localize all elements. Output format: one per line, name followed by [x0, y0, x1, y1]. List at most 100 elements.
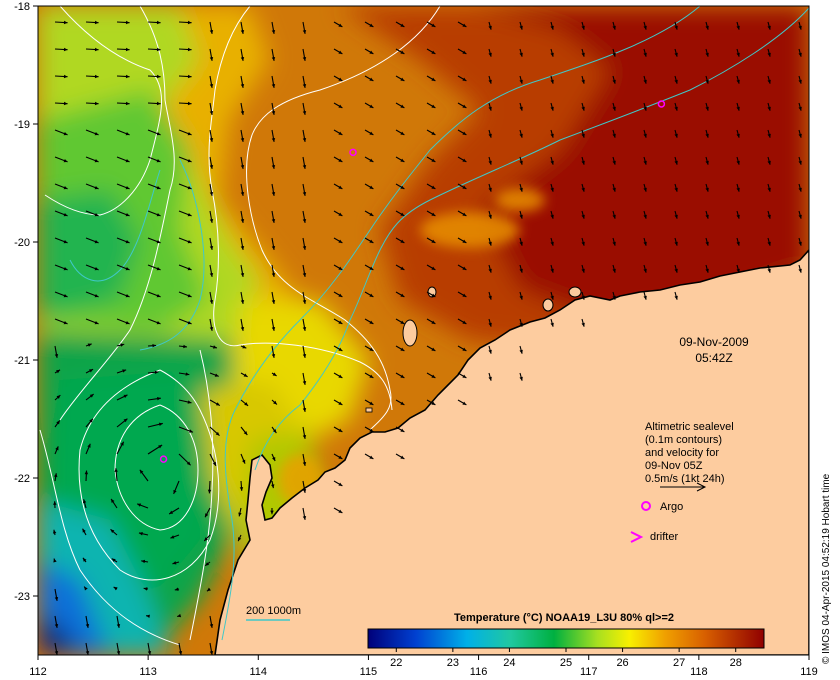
colorbar-tick-label: 27: [673, 657, 685, 669]
velocity-arrowhead: [674, 133, 678, 138]
velocity-arrowhead: [612, 268, 616, 273]
argo-legend-marker: [641, 501, 651, 511]
velocity-arrowhead: [158, 444, 163, 449]
velocity-arrowhead: [187, 266, 192, 271]
velocity-arrowhead: [89, 369, 94, 373]
velocity-arrowhead: [736, 25, 740, 30]
velocity-arrowhead: [369, 104, 374, 108]
velocity-arrowhead: [338, 347, 343, 351]
velocity-arrowhead: [63, 101, 68, 106]
colorbar-tick-label: 22: [390, 657, 402, 669]
velocity-arrowhead: [94, 131, 99, 136]
velocity-arrowhead: [550, 187, 554, 192]
velocity-arrowhead: [240, 327, 245, 331]
velocity-arrowhead: [156, 74, 161, 79]
velocity-arrowhead: [242, 345, 247, 349]
velocity-arrowhead: [643, 25, 647, 30]
velocity-arrowhead: [488, 133, 492, 138]
velocity-arrowhead: [270, 484, 275, 489]
velocity-arrowhead: [63, 293, 68, 298]
velocity-arrowhead: [462, 401, 467, 405]
velocity-arrowhead: [519, 133, 523, 138]
velocity-arrowhead: [94, 47, 99, 52]
velocity-arrowhead: [125, 212, 130, 217]
velocity-arrowhead: [137, 503, 142, 507]
colorbar-tick-label: 26: [616, 657, 628, 669]
velocity-arrowhead: [209, 165, 214, 169]
velocity-arrowhead: [302, 165, 307, 169]
velocity-arrowhead: [581, 241, 585, 246]
velocity-arrowhead: [767, 106, 771, 111]
velocity-arrowhead: [550, 160, 554, 165]
velocity-arrowhead: [550, 106, 554, 111]
velocity-arrowhead: [215, 402, 220, 406]
velocity-arrowhead: [338, 185, 343, 189]
velocity-arrowhead: [705, 241, 709, 246]
velocity-arrowhead: [63, 131, 68, 136]
velocity-arrowhead: [705, 160, 709, 165]
argo-marker: [159, 455, 168, 463]
velocity-arrowhead: [271, 354, 276, 358]
velocity-arrowhead: [705, 214, 709, 219]
y-tick-label: -19: [14, 119, 30, 131]
velocity-arrowhead: [767, 133, 771, 138]
velocity-arrowhead: [431, 77, 436, 81]
velocity-arrowhead: [736, 52, 740, 57]
velocity-arrowhead: [519, 52, 523, 57]
velocity-arrowhead: [369, 266, 374, 270]
velocity-arrowhead: [207, 489, 212, 494]
velocity-arrowhead: [674, 187, 678, 192]
velocity-arrowhead: [462, 77, 467, 81]
velocity-arrowhead: [369, 320, 374, 324]
velocity-arrowhead: [798, 241, 802, 246]
velocity-arrowhead: [240, 300, 245, 304]
velocity-arrowhead: [111, 558, 116, 562]
velocity-arrowhead: [488, 214, 492, 219]
velocity-arrowhead: [462, 266, 467, 270]
velocity-arrowhead: [240, 30, 245, 34]
plot-frame: [37, 5, 810, 656]
velocity-arrowhead: [369, 23, 374, 27]
velocity-arrowhead: [674, 25, 678, 30]
velocity-arrowhead: [431, 158, 436, 162]
isobath-legend: 200 1000m: [246, 605, 301, 621]
velocity-arrowhead: [178, 651, 183, 655]
velocity-arrowhead: [338, 482, 343, 486]
x-tick-label: 115: [360, 666, 378, 678]
colorbar-ticks: 22 23 24 25 26 27 28: [390, 648, 742, 669]
velocity-arrowhead: [271, 138, 276, 142]
velocity-arrowhead: [94, 266, 99, 271]
velocity-arrowhead: [550, 268, 554, 273]
y-tick-label: -22: [14, 473, 30, 485]
velocity-arrowhead: [177, 613, 182, 618]
velocity-arrowhead: [767, 160, 771, 165]
velocity-arrowhead: [338, 23, 343, 27]
velocity-arrowhead: [123, 418, 128, 423]
info-line: 0.5m/s (1kt 24h): [645, 473, 724, 485]
velocity-arrowhead: [156, 266, 161, 271]
velocity-arrowhead: [52, 529, 57, 534]
velocity-arrowhead: [488, 187, 492, 192]
velocity-arrowhead: [431, 23, 436, 27]
velocity-arrowhead: [550, 25, 554, 30]
island: [542, 298, 554, 312]
velocity-arrowhead: [736, 268, 740, 273]
velocity-arrowhead: [302, 462, 307, 466]
velocity-arrowhead: [431, 104, 436, 108]
velocity-arrowhead: [271, 165, 276, 169]
y-tick-label: -18: [14, 1, 30, 13]
velocity-arrowhead: [400, 455, 405, 459]
velocity-arrowhead: [369, 455, 374, 459]
velocity-arrowhead: [271, 84, 276, 88]
velocity-arrowhead: [462, 320, 467, 324]
velocity-arrowhead: [338, 428, 343, 432]
velocity-arrowhead: [643, 79, 647, 84]
velocity-arrowhead: [53, 558, 57, 563]
x-tick-label: 116: [470, 666, 488, 678]
velocity-arrowhead: [244, 402, 249, 406]
velocity-arrowhead: [63, 158, 68, 163]
velocity-arrowhead: [125, 185, 130, 190]
velocity-arrowhead: [56, 395, 61, 399]
velocity-arrowhead: [94, 101, 99, 106]
velocity-arrowhead: [55, 446, 59, 451]
